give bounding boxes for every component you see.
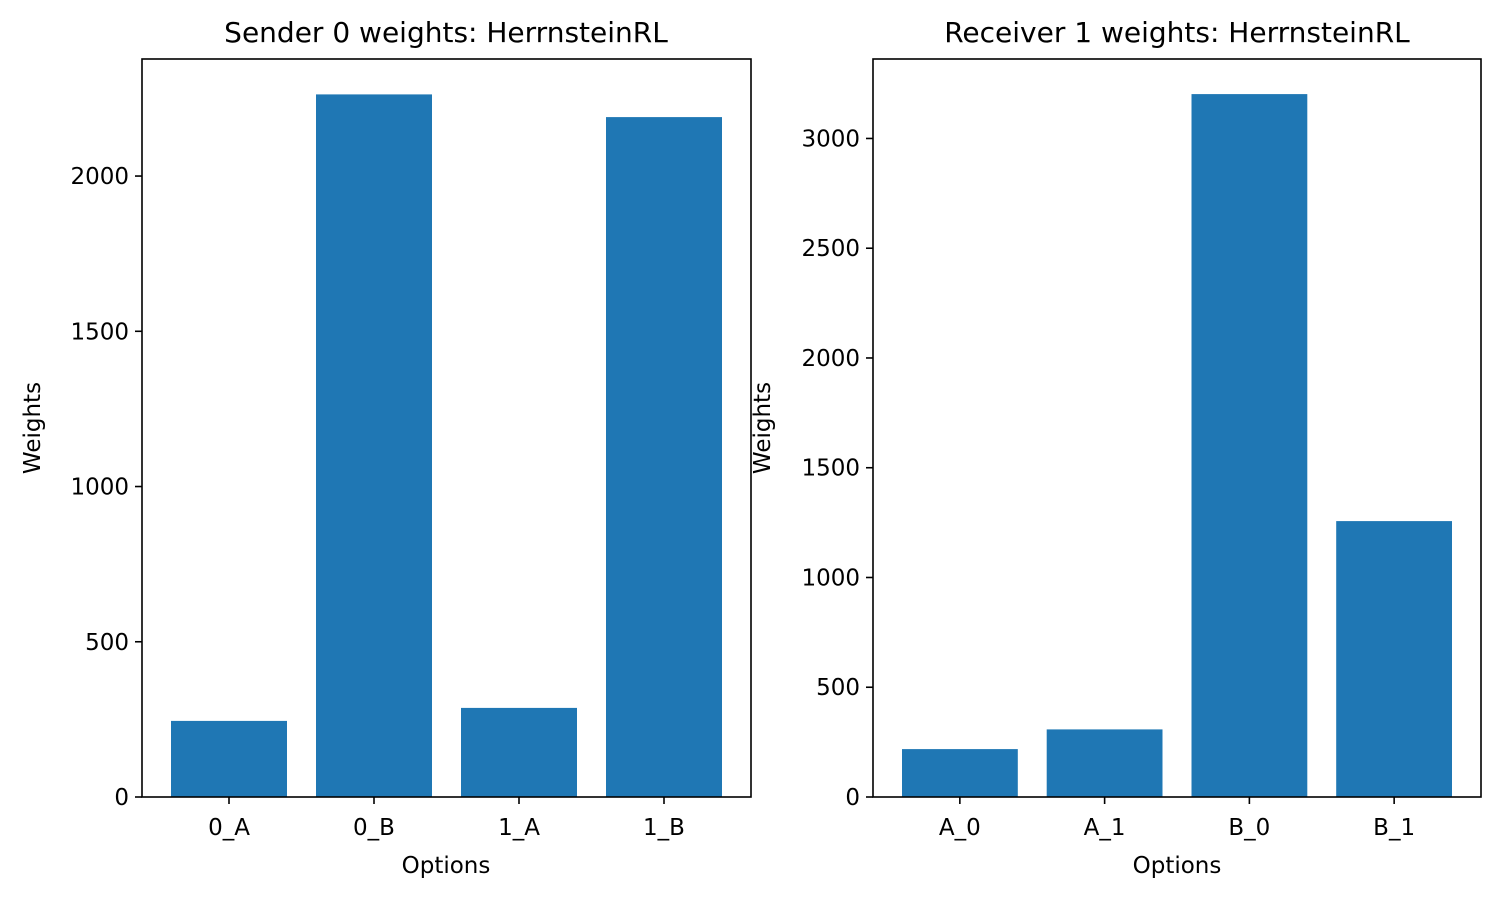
y-axis-label: Weights (750, 382, 776, 474)
y-tick-label: 2000 (70, 164, 129, 190)
x-axis-ticks: 0_A 0_B 1_A 1_B (208, 797, 685, 841)
y-axis-ticks: 0 500 1000 1500 2000 (70, 164, 142, 811)
y-tick-label: 3000 (801, 126, 860, 152)
x-tick-label: 0_B (353, 815, 395, 841)
y-axis-ticks: 0 500 1000 1500 2000 2500 3000 (801, 126, 873, 811)
y-tick-label: 2500 (801, 236, 860, 262)
y-tick-label: 500 (816, 675, 860, 701)
x-tick-label: 0_A (208, 815, 250, 841)
chart-title: Sender 0 weights: HerrnsteinRL (224, 16, 668, 49)
bar-0_A (171, 720, 287, 797)
x-axis-label: Options (1133, 853, 1222, 879)
bar-1_B (606, 117, 722, 798)
x-tick-label: A_0 (939, 815, 981, 841)
x-tick-label: 1_B (643, 815, 685, 841)
plot-frame (872, 58, 1482, 798)
plot-frame (141, 58, 752, 798)
bar-A_1 (1046, 729, 1163, 797)
bar-0_B (316, 94, 432, 797)
x-axis-label: Options (402, 853, 491, 879)
y-tick-label: 0 (845, 785, 860, 811)
x-tick-label: B_0 (1228, 815, 1270, 841)
bar-series (171, 94, 722, 798)
y-tick-label: 500 (85, 630, 129, 656)
y-tick-label: 2000 (801, 346, 860, 372)
bar-series (902, 94, 1452, 798)
y-axis-label: Weights (20, 382, 46, 474)
bar-A_0 (902, 749, 1018, 797)
bar-B_1 (1336, 521, 1452, 797)
y-tick-label: 0 (114, 785, 129, 811)
x-axis-ticks: A_0 A_1 B_0 B_1 (939, 797, 1415, 841)
bar-B_0 (1191, 94, 1308, 798)
bar-1_A (461, 707, 577, 797)
y-tick-label: 1500 (70, 319, 129, 345)
x-tick-label: B_1 (1373, 815, 1415, 841)
x-tick-label: 1_A (498, 815, 540, 841)
chart-sender: Sender 0 weights: HerrnsteinRL 0_A 0_B 1_A… (20, 16, 752, 879)
y-tick-label: 1500 (801, 456, 860, 482)
chart-receiver: Receiver 1 weights: HerrnsteinRL A_0 A_1 B… (750, 16, 1482, 879)
y-tick-label: 1000 (801, 565, 860, 591)
y-tick-label: 1000 (70, 475, 129, 501)
x-tick-label: A_1 (1084, 815, 1126, 841)
chart-title: Receiver 1 weights: HerrnsteinRL (944, 16, 1410, 49)
